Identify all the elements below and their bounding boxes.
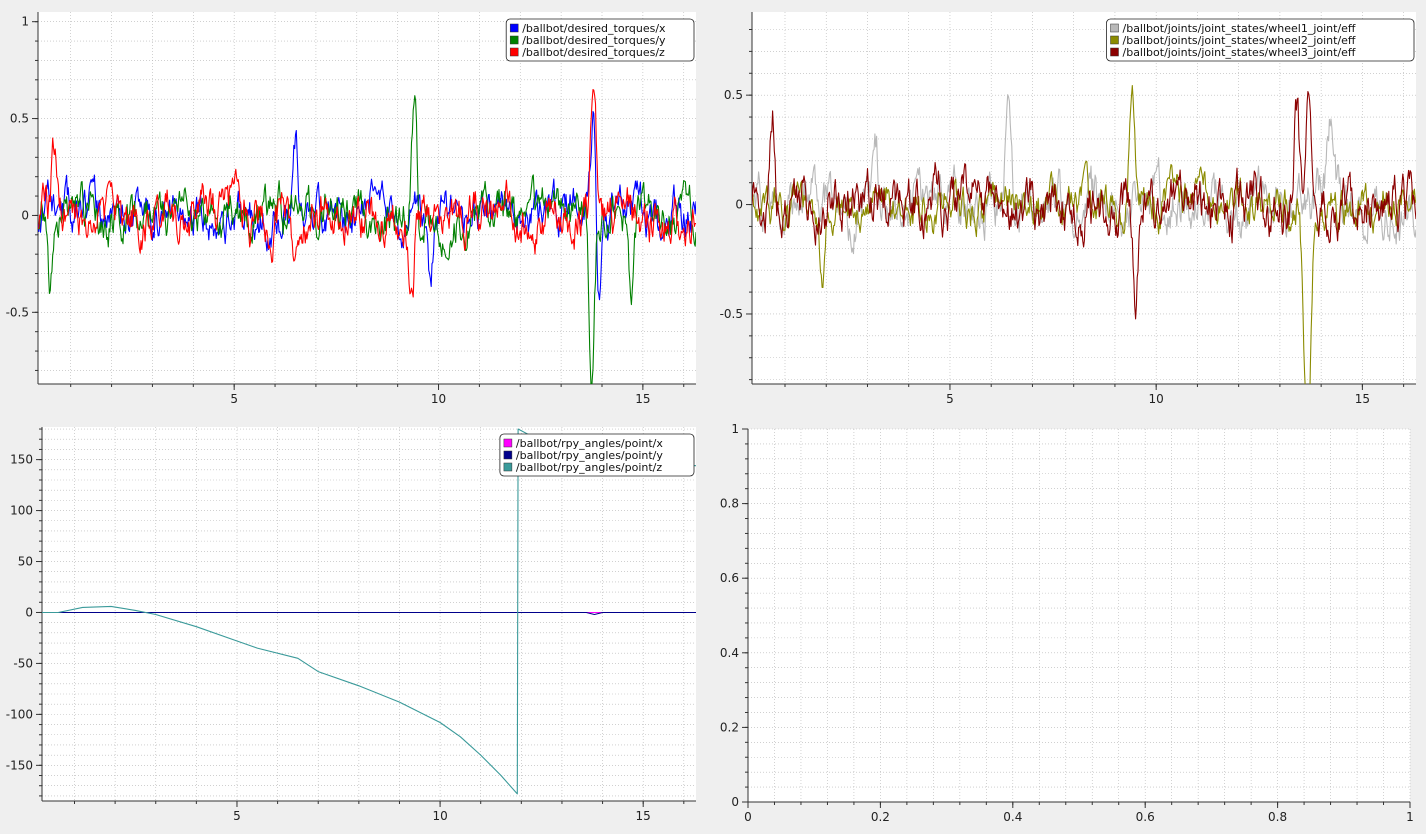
y-tick-label: 150 (10, 453, 33, 467)
x-tick-label: 10 (431, 392, 446, 406)
x-tick-label: 1 (1406, 810, 1414, 824)
y-tick-label: 1 (21, 15, 29, 29)
y-tick-label: 0.2 (720, 720, 739, 734)
legend-label: /ballbot/desired_torques/x (522, 22, 666, 35)
series-line-2 (752, 84, 1416, 384)
x-tick-label: 0.2 (871, 810, 890, 824)
y-tick-label: -100 (6, 707, 33, 721)
grid (747, 428, 1411, 803)
plot-empty[interactable]: 0 0.2 0.4 0.6 0.8 1 0 0.2 0.4 0.6 0.8 1 (710, 417, 1426, 834)
series-line-3 (42, 428, 696, 795)
x-tick-label: 0 (744, 810, 752, 824)
x-tick-label: 15 (1355, 392, 1370, 406)
y-tick-label: 0.5 (10, 112, 29, 126)
plot-rpy-angles[interactable]: 5 10 15 -150 -100 -50 0 50 100 150/ballbot/rpy_an… (0, 417, 706, 834)
y-tick-label: 0 (25, 605, 33, 619)
plot-area (748, 429, 1410, 802)
legend-label: /ballbot/desired_torques/z (522, 46, 665, 59)
x-tick-label: 0.8 (1268, 810, 1287, 824)
legend-swatch (509, 35, 519, 45)
x-tick-label: 5 (230, 392, 238, 406)
series-line-2 (38, 95, 696, 384)
legend-swatch (503, 438, 513, 448)
legend-label: /ballbot/rpy_angles/point/z (516, 461, 663, 474)
x-tick-label: 0.6 (1136, 810, 1155, 824)
legend-label: /ballbot/rpy_angles/point/x (516, 437, 664, 450)
grid (38, 12, 696, 384)
y-tick-label: 0.8 (720, 497, 739, 511)
legend-box (1106, 18, 1415, 62)
series-group (42, 428, 696, 795)
x-tick-label: 15 (635, 392, 650, 406)
legend-swatch (1110, 47, 1119, 57)
x-tick-label: 10 (1149, 392, 1164, 406)
legend-swatch (1110, 23, 1119, 33)
y-tick-label: 0.5 (724, 88, 743, 102)
y-tick-label: 0.6 (720, 571, 739, 585)
legend-label: /ballbot/rpy_angles/point/y (516, 449, 664, 462)
y-tick-label: -0.5 (6, 305, 29, 319)
legend: /ballbot/rpy_angles/point/x/ballbot/rpy_… (499, 433, 695, 477)
plot-wheel-effort-canvas[interactable]: 5 10 15 -0.5 0 0.5/ballbot/joints/joint_state… (710, 0, 1426, 413)
series-line-3 (752, 91, 1416, 320)
legend-swatch (1110, 35, 1119, 45)
x-tick-label: 0.4 (1003, 810, 1022, 824)
plot-wheel-effort[interactable]: 5 10 15 -0.5 0 0.5/ballbot/joints/joint_state… (710, 0, 1426, 413)
y-tick-label: -150 (6, 758, 33, 772)
plot-torques[interactable]: 5 10 15 -0.5 0 0.5 1/ballbot/desired_torques/x… (0, 0, 706, 413)
plot-torques-canvas[interactable]: 5 10 15 -0.5 0 0.5 1/ballbot/desired_torques/x… (0, 0, 706, 413)
y-tick-label: 50 (18, 555, 33, 569)
y-tick-label: 0 (735, 198, 743, 212)
plot-empty-canvas[interactable]: 0 0.2 0.4 0.6 0.8 1 0 0.2 0.4 0.6 0.8 1 (710, 417, 1426, 834)
y-tick-label: 1 (731, 422, 739, 436)
y-tick-label: 100 (10, 504, 33, 518)
legend-label: /ballbot/joints/joint_states/wheel2_join… (1123, 34, 1356, 47)
series-line-3 (38, 89, 696, 298)
plot-rpy-angles-canvas[interactable]: 5 10 15 -150 -100 -50 0 50 100 150/ballbot/rpy_an… (0, 417, 706, 834)
y-tick-label: 0 (731, 795, 739, 809)
legend: /ballbot/desired_torques/x/ballbot/desir… (505, 18, 695, 62)
legend-swatch (509, 23, 519, 33)
y-tick-label: -50 (13, 656, 33, 670)
x-tick-label: 5 (233, 809, 241, 823)
legend-swatch (509, 47, 519, 57)
series-group (752, 84, 1416, 384)
series-line-2 (42, 611, 696, 616)
x-tick-label: 5 (946, 392, 954, 406)
y-tick-label: 0 (21, 208, 29, 222)
legend-box (499, 433, 695, 477)
y-tick-label: 0.4 (720, 646, 739, 660)
x-tick-label: 10 (432, 809, 447, 823)
legend-swatch (503, 462, 513, 472)
x-tick-label: 15 (636, 809, 651, 823)
series-group (38, 89, 696, 384)
plot-area (38, 12, 696, 384)
y-tick-label: -0.5 (720, 307, 743, 321)
legend-label: /ballbot/desired_torques/y (522, 34, 666, 47)
legend-label: /ballbot/joints/joint_states/wheel3_join… (1123, 46, 1356, 59)
legend-box (505, 18, 695, 62)
legend-swatch (503, 450, 513, 460)
legend-label: /ballbot/joints/joint_states/wheel1_join… (1123, 22, 1356, 35)
legend: /ballbot/joints/joint_states/wheel1_join… (1106, 18, 1415, 62)
